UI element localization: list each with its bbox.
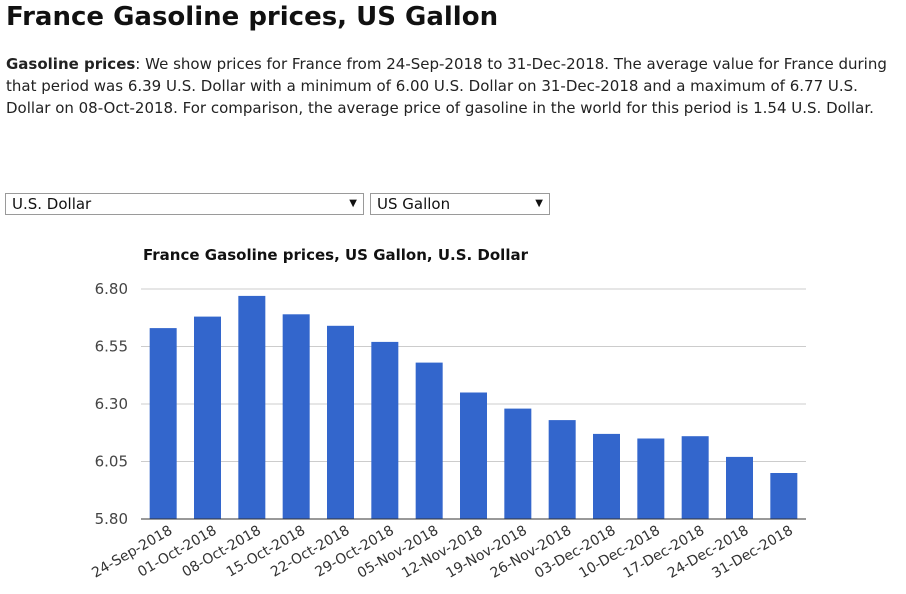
currency-select-value: U.S. Dollar (12, 195, 92, 213)
bar (726, 456, 753, 519)
unit-select[interactable]: US Gallon ▼ (370, 193, 550, 215)
y-tick-label: 6.30 (95, 395, 128, 413)
y-tick-label: 6.55 (95, 338, 128, 356)
bar (681, 436, 709, 519)
description-label: Gasoline prices (6, 55, 136, 73)
bar (415, 362, 443, 519)
bar (194, 316, 221, 519)
bar (149, 328, 177, 519)
y-tick-label: 6.80 (95, 280, 128, 298)
y-tick-label: 6.05 (95, 453, 128, 471)
page-title: France Gasoline prices, US Gallon (6, 2, 499, 32)
bar (637, 438, 665, 519)
bar (238, 295, 266, 519)
bar (371, 341, 399, 519)
bar (504, 408, 532, 519)
bar (548, 420, 576, 519)
bar (770, 473, 798, 519)
triangle-down-icon: ▼ (349, 198, 357, 209)
currency-select[interactable]: U.S. Dollar ▼ (5, 193, 364, 215)
description-text: : We show prices for France from 24-Sep-… (6, 55, 887, 117)
chart-title: France Gasoline prices, US Gallon, U.S. … (143, 246, 529, 264)
price-chart: France Gasoline prices, US Gallon, U.S. … (89, 246, 806, 582)
bar (282, 314, 310, 519)
unit-select-value: US Gallon (377, 195, 451, 213)
triangle-down-icon: ▼ (535, 198, 543, 209)
bar (460, 392, 487, 519)
bar (593, 433, 620, 519)
y-tick-label: 5.80 (95, 510, 128, 528)
bar (327, 325, 354, 519)
description: Gasoline prices: We show prices for Fran… (6, 53, 902, 119)
